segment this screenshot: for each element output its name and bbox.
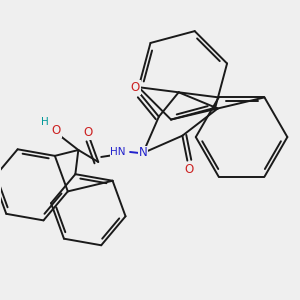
Text: N: N: [139, 146, 147, 160]
Text: O: O: [84, 126, 93, 139]
Text: O: O: [130, 81, 140, 94]
Text: O: O: [52, 124, 61, 136]
Text: H: H: [40, 117, 48, 127]
Text: HN: HN: [110, 147, 126, 157]
Text: O: O: [185, 163, 194, 176]
